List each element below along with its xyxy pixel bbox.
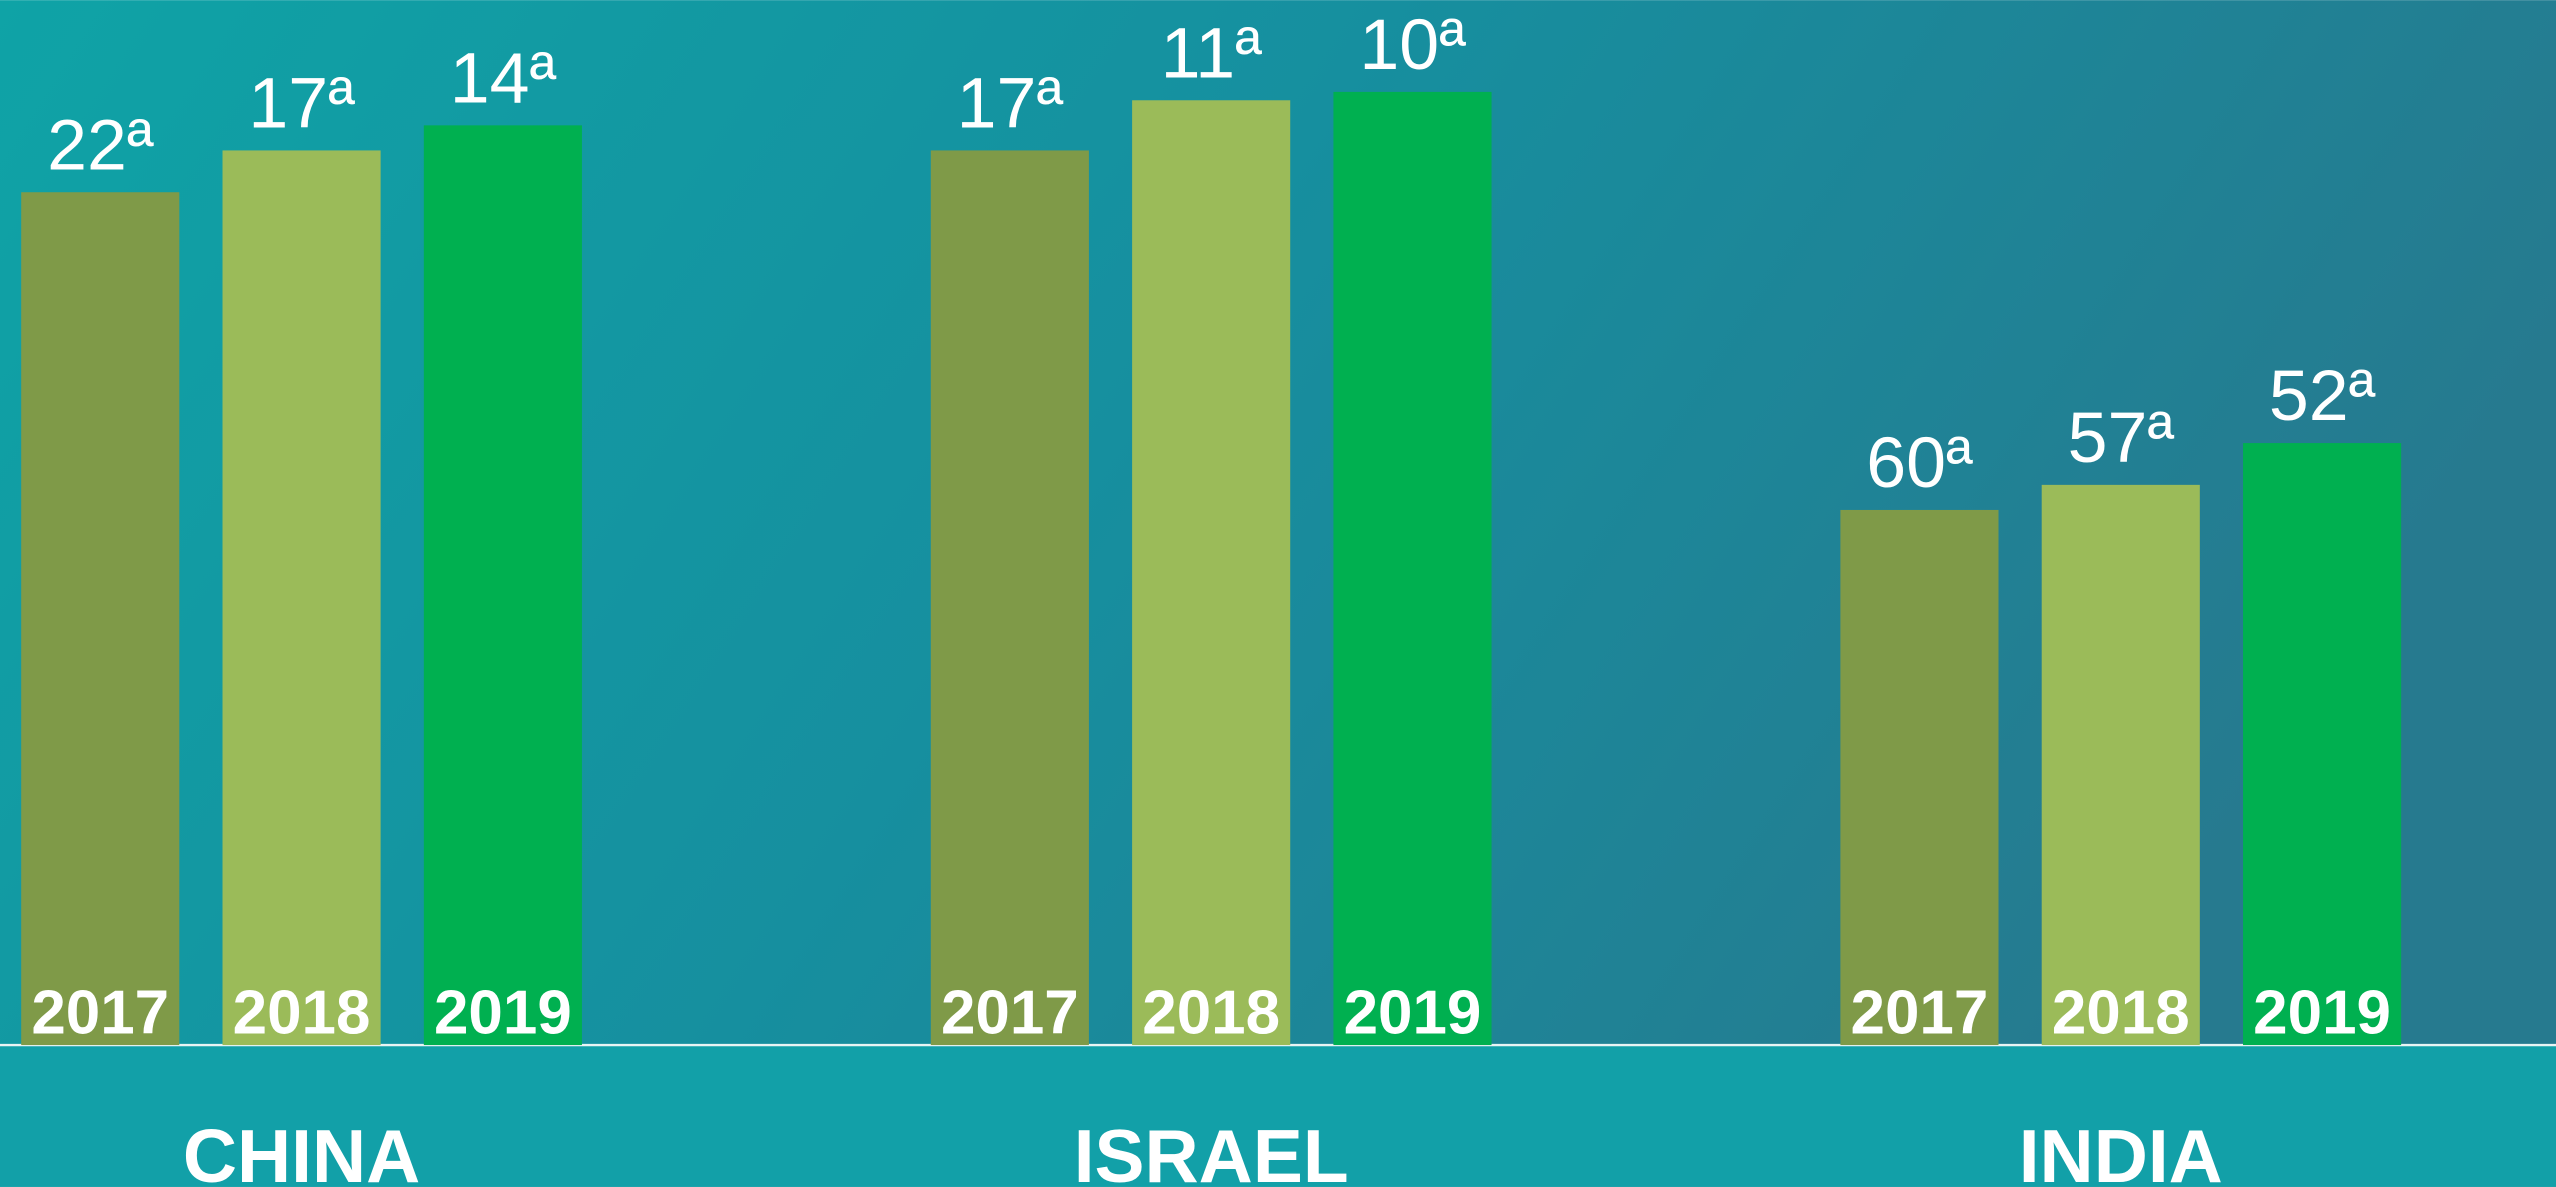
series-label: 2017 [941, 979, 1079, 1048]
series-label: 2018 [1142, 979, 1280, 1048]
value-label: 10ª [1359, 5, 1466, 85]
label-band [0, 1045, 2556, 1187]
bar [930, 150, 1089, 1046]
bar [423, 125, 582, 1046]
series-label: 2019 [2253, 979, 2391, 1048]
bar [2041, 484, 2200, 1046]
series-label: 2017 [31, 979, 169, 1048]
value-label: 60ª [1866, 423, 1973, 503]
value-label: 22ª [47, 105, 154, 185]
category-label: CHINA [183, 1114, 420, 1187]
bar [2243, 443, 2402, 1046]
bar [21, 192, 180, 1046]
bar [1333, 91, 1492, 1046]
series-label: 2018 [2052, 979, 2190, 1048]
value-label: 11ª [1161, 13, 1262, 93]
bar [1132, 100, 1291, 1046]
value-label: 52ª [2269, 356, 2376, 436]
bar [1840, 509, 1999, 1046]
bar [222, 150, 381, 1046]
value-label: 14ª [450, 39, 557, 119]
value-label: 57ª [2068, 398, 2175, 478]
series-label: 2018 [233, 979, 371, 1048]
series-label: 2019 [1344, 979, 1482, 1048]
value-label: 17ª [248, 64, 355, 144]
value-label: 17ª [957, 64, 1064, 144]
category-label: ISRAEL [1074, 1114, 1349, 1187]
series-label: 2017 [1851, 979, 1989, 1048]
series-label: 2019 [434, 979, 572, 1048]
category-label: INDIA [2019, 1114, 2223, 1187]
